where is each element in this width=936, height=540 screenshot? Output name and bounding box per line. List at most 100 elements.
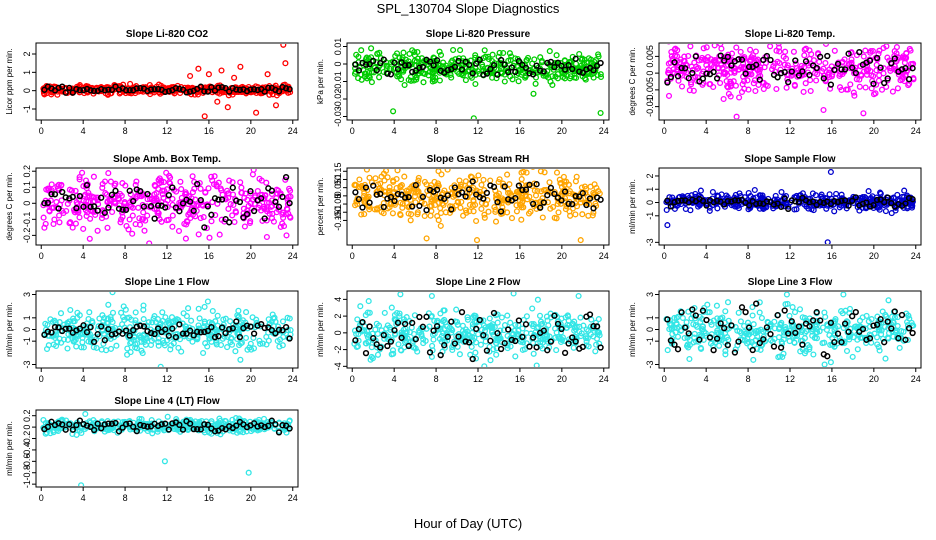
data-point <box>263 205 270 213</box>
data-point <box>738 330 745 337</box>
reference-point <box>487 337 494 344</box>
data-point <box>380 200 387 207</box>
data-point <box>865 66 872 73</box>
reference-point <box>689 69 696 77</box>
y-axis-label: ml/min per min. <box>316 302 325 357</box>
data-point <box>896 344 903 351</box>
data-point <box>876 206 883 213</box>
reference-point <box>544 347 551 354</box>
data-point <box>854 336 861 343</box>
data-point <box>208 320 215 327</box>
data-point <box>56 212 63 219</box>
data-point <box>211 173 218 180</box>
data-point <box>391 201 398 208</box>
x-tick-label: 20 <box>557 126 567 136</box>
reference-point <box>763 324 771 331</box>
reference-point <box>412 182 419 189</box>
reference-point <box>760 336 767 343</box>
data-point <box>814 329 821 336</box>
data-point <box>865 188 872 195</box>
data-point <box>202 340 209 347</box>
reference-point <box>416 313 423 321</box>
data-point <box>856 83 863 90</box>
reference-point <box>526 343 533 350</box>
data-point <box>411 57 418 64</box>
data-point <box>380 170 387 177</box>
reference-point <box>565 340 572 347</box>
data-point <box>783 84 790 91</box>
data-point <box>553 169 561 176</box>
data-point <box>120 303 127 310</box>
reference-point <box>895 335 902 342</box>
y-tick-label: 1 <box>22 315 32 320</box>
data-point <box>674 313 682 320</box>
reference-point <box>98 323 105 330</box>
reference-point <box>849 64 856 71</box>
data-point <box>179 320 186 327</box>
data-point <box>565 317 572 324</box>
reference-point <box>272 330 279 337</box>
data-point <box>415 177 422 184</box>
x-tick-label: 24 <box>599 126 609 136</box>
data-point <box>720 95 727 103</box>
reference-point <box>508 64 515 71</box>
reference-point <box>80 322 87 329</box>
data-point <box>158 199 165 206</box>
data-point <box>458 198 465 205</box>
reference-point <box>473 325 480 333</box>
y-tick-label: -0.02 <box>333 89 343 110</box>
data-point <box>457 183 464 190</box>
reference-point <box>515 182 523 189</box>
reference-point <box>87 87 94 94</box>
reference-point <box>713 335 721 342</box>
y-tick-label: 2 <box>333 314 343 319</box>
data-point <box>491 324 498 331</box>
data-point <box>769 66 776 73</box>
data-point <box>487 177 494 184</box>
outlier-point <box>697 187 704 194</box>
data-point <box>859 314 866 321</box>
y-tick-label: -0.2 <box>22 228 32 244</box>
data-point <box>526 193 533 200</box>
data-point <box>533 325 541 332</box>
data-point <box>775 326 783 333</box>
data-point <box>398 67 405 74</box>
y-tick-label: -0.15 <box>333 210 343 231</box>
reference-point <box>226 219 233 226</box>
y-tick-label: 0 <box>22 425 32 430</box>
reference-point <box>108 331 116 338</box>
data-point <box>717 44 724 47</box>
reference-point <box>813 64 820 72</box>
data-point <box>722 347 729 355</box>
data-point <box>493 351 500 358</box>
outlier-point <box>597 109 604 117</box>
reference-point <box>873 54 881 62</box>
reference-point <box>579 190 586 197</box>
data-point <box>429 76 437 83</box>
data-point <box>758 314 765 322</box>
reference-point <box>731 349 739 356</box>
reference-point <box>258 195 265 202</box>
reference-point <box>721 57 728 64</box>
data-point <box>182 323 190 330</box>
data-point <box>831 47 838 54</box>
reference-point <box>838 66 845 73</box>
data-point <box>178 348 185 355</box>
data-point <box>468 343 475 350</box>
data-point <box>555 209 562 216</box>
data-point <box>799 337 806 344</box>
reference-point <box>667 337 675 344</box>
data-point <box>494 319 501 326</box>
reference-point <box>416 64 423 71</box>
reference-point <box>370 57 377 65</box>
reference-point <box>480 195 487 202</box>
x-tick-label: 12 <box>785 251 795 261</box>
reference-point <box>226 88 233 95</box>
data-point <box>435 217 442 224</box>
data-point <box>76 214 83 221</box>
data-point <box>136 332 143 339</box>
reference-point <box>519 186 526 194</box>
data-point <box>86 309 93 316</box>
data-point <box>213 341 220 348</box>
data-point <box>414 348 421 355</box>
